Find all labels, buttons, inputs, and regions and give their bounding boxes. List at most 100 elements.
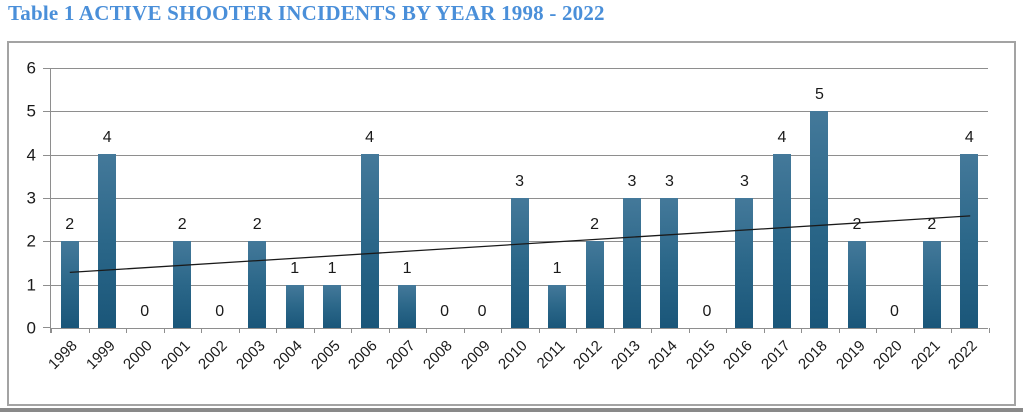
bar-value-label: 1 — [552, 259, 562, 277]
x-axis-tick — [838, 328, 840, 333]
y-axis-label: 4 — [26, 145, 36, 165]
bar-1998 — [60, 241, 79, 328]
x-axis-tick — [126, 328, 128, 333]
x-axis-label-2022: 2022 — [945, 337, 981, 373]
x-axis-label-2010: 2010 — [495, 337, 531, 373]
x-axis-label-2006: 2006 — [345, 337, 381, 373]
x-axis-tick — [201, 328, 203, 333]
y-axis-tick — [43, 284, 51, 286]
x-axis-tick — [51, 328, 52, 333]
x-axis-label-2003: 2003 — [232, 337, 269, 373]
bar-column-1999: 4 1999 — [83, 68, 125, 373]
bar-value-label: 1 — [290, 259, 300, 277]
x-axis-tick — [463, 328, 465, 333]
bar-column-2014: 3 2014 — [645, 68, 688, 373]
bar-value-label: 4 — [777, 129, 787, 146]
bar-value-label: 5 — [814, 85, 824, 103]
bar-value-label: 2 — [177, 216, 187, 233]
bar-value-label: 0 — [889, 303, 899, 320]
chart-container: 0 1 2 3 4 5 6 2 1998 4 1999 0 2000 2 2001 0 2002 2 2003 1 20… — [7, 41, 1016, 406]
bar-column-2022: 4 2022 — [945, 68, 988, 373]
x-axis-tick — [388, 328, 390, 333]
bar-value-label: 0 — [702, 303, 712, 320]
bar-value-label: 0 — [440, 303, 450, 320]
bar-2003 — [248, 241, 267, 328]
bar-value-label: 4 — [365, 129, 375, 146]
x-axis-label-1998: 1998 — [45, 337, 82, 373]
x-axis-tick — [576, 328, 578, 333]
y-axis-tick — [43, 68, 51, 69]
x-axis-tick — [651, 328, 653, 333]
x-axis-label-2016: 2016 — [720, 337, 756, 373]
bottom-divider — [0, 408, 1023, 412]
y-axis-tick — [43, 241, 51, 243]
bar-value-label: 1 — [402, 259, 412, 277]
bar-2005 — [323, 284, 342, 328]
bar-2016 — [735, 197, 754, 328]
x-axis-tick — [276, 328, 278, 333]
bar-column-2021: 2 2021 — [908, 68, 950, 373]
y-axis-tick — [43, 327, 51, 328]
x-axis-tick — [426, 328, 428, 333]
y-axis-label: 6 — [26, 58, 36, 78]
x-axis-label-2015: 2015 — [682, 337, 719, 373]
bar-2006 — [360, 154, 379, 328]
bar-2004 — [285, 284, 304, 328]
x-axis-label-2014: 2014 — [645, 337, 681, 373]
x-axis-tick — [913, 328, 915, 333]
x-axis-label-2018: 2018 — [795, 337, 831, 373]
x-axis-tick — [989, 328, 990, 333]
bar-value-label: 2 — [252, 216, 262, 233]
x-axis-tick — [801, 328, 803, 333]
x-axis-tick — [88, 328, 90, 333]
bar-value-label: 0 — [140, 303, 150, 320]
bar-value-label: 3 — [740, 172, 749, 190]
x-axis-label-2001: 2001 — [157, 337, 194, 373]
bar-column-2008: 0 2008 — [420, 68, 463, 373]
x-axis-tick — [763, 328, 765, 333]
x-axis-label-2017: 2017 — [757, 337, 794, 373]
x-axis-tick — [163, 328, 165, 333]
bar-2014 — [660, 197, 679, 328]
bar-2019 — [847, 241, 866, 328]
bar-2021 — [922, 241, 941, 328]
y-axis-tick — [43, 198, 51, 199]
x-axis-label-2021: 2021 — [907, 337, 944, 373]
y-axis-label: 1 — [26, 275, 36, 295]
x-axis-label-2000: 2000 — [120, 337, 157, 373]
y-axis-tick — [43, 111, 51, 113]
x-axis-tick — [538, 328, 540, 333]
bar-2011 — [548, 284, 567, 328]
bar-value-label: 2 — [65, 216, 75, 233]
bar-column-2016: 3 2016 — [720, 68, 763, 373]
bar-value-label: 2 — [590, 216, 599, 233]
bar-column-2020: 0 2020 — [870, 68, 913, 373]
x-axis-label-2011: 2011 — [533, 337, 569, 373]
bar-2018 — [810, 110, 829, 328]
x-axis-tick — [951, 328, 953, 333]
bar-value-label: 4 — [102, 129, 112, 146]
x-axis-label-2009: 2009 — [457, 337, 494, 373]
bar-columns: 2 1998 4 1999 0 2000 2 2001 0 2002 2 2003 1 2004 1 2005… — [45, 68, 988, 373]
bar-value-label: 2 — [852, 216, 862, 233]
bar-value-label: 3 — [515, 172, 524, 190]
bar-value-label: 3 — [665, 172, 674, 190]
bar-value-label: 4 — [964, 129, 974, 146]
x-axis-label-2012: 2012 — [570, 337, 606, 373]
plot-area: 0 1 2 3 4 5 6 2 1998 4 1999 0 2000 2 2001 0 2002 2 2003 1 20… — [27, 60, 990, 373]
bar-column-2002: 0 2002 — [195, 68, 238, 373]
bar-column-2006: 4 2006 — [345, 68, 388, 373]
bar-column-2003: 2 2003 — [233, 68, 275, 373]
y-axis-label: 5 — [26, 101, 36, 121]
bar-column-1998: 2 1998 — [45, 68, 88, 373]
bar-column-2000: 0 2000 — [120, 68, 163, 373]
x-axis-tick — [726, 328, 728, 333]
bar-column-2010: 3 2010 — [495, 68, 538, 373]
y-axis-bottom-stub — [50, 328, 51, 333]
bar-2013 — [623, 197, 641, 328]
bar-column-2004: 1 2004 — [270, 68, 313, 373]
y-axis-label: 2 — [26, 231, 36, 251]
bar-column-2012: 2 2012 — [570, 68, 613, 373]
bar-column-2019: 2 2019 — [833, 68, 875, 373]
